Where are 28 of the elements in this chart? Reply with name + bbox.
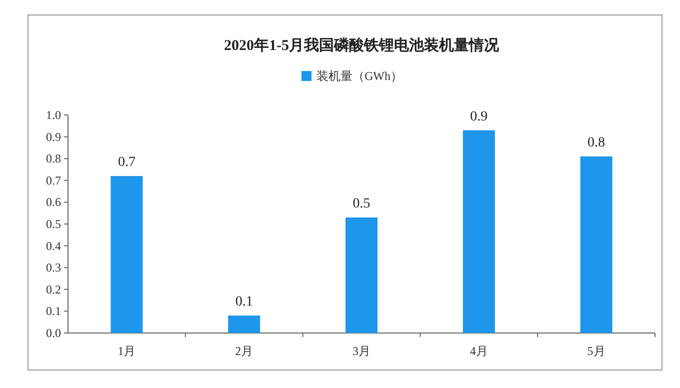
x-tick-label: 2月 bbox=[235, 344, 254, 358]
chart-title: 2020年1-5月我国磷酸铁锂电池装机量情况 bbox=[224, 37, 500, 54]
text: 0.6 bbox=[46, 195, 61, 210]
x-tick-label: 3月 bbox=[352, 344, 370, 358]
data-label: 0.8 bbox=[588, 135, 606, 150]
text: 0.3 bbox=[46, 260, 61, 275]
data-label: 0.7 bbox=[118, 155, 136, 170]
data-label: 0.9 bbox=[470, 109, 488, 124]
data-label: 0.1 bbox=[235, 294, 253, 310]
bar bbox=[462, 130, 495, 333]
legend-label: 装机量（GWh） bbox=[316, 69, 402, 83]
text: 0.7 bbox=[46, 173, 61, 188]
bar bbox=[346, 217, 378, 333]
bar bbox=[110, 176, 143, 333]
x-tick-label: 1月 bbox=[118, 344, 136, 358]
text: 0.8 bbox=[46, 152, 61, 166]
text: 0.4 bbox=[46, 238, 61, 253]
text: 0.5 bbox=[46, 217, 61, 231]
text: 0.1 bbox=[46, 304, 61, 318]
x-tick-label: 4月 bbox=[470, 344, 488, 358]
x-tick-label: 5月 bbox=[587, 344, 606, 358]
text: 0.9 bbox=[46, 130, 61, 144]
bar bbox=[228, 316, 260, 333]
text: 0.0 bbox=[46, 326, 61, 340]
text: 0.2 bbox=[46, 282, 61, 296]
bar bbox=[580, 156, 612, 333]
data-label: 0.5 bbox=[352, 196, 370, 212]
text: 1.0 bbox=[46, 108, 61, 122]
